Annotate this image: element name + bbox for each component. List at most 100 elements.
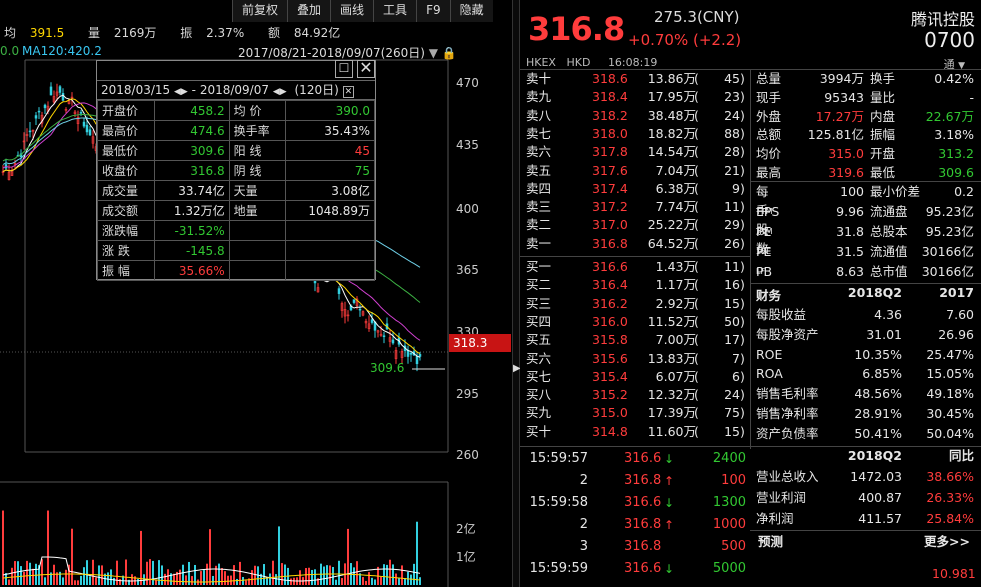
level-count: 26 <box>724 235 740 251</box>
collapse-arrow-icon[interactable]: ▶ <box>513 363 521 374</box>
range-dropdown-icon[interactable]: ▼ <box>428 46 438 60</box>
finance-value-b: 7.60 <box>946 307 974 322</box>
popup-date-row: 2018/03/15 ◀▶ - 2018/09/07 ◀▶ (120日) ✕ <box>97 80 375 100</box>
divider <box>750 181 981 182</box>
vol-label: 量 <box>88 26 101 40</box>
volume-bar <box>47 510 49 585</box>
finance-row: ROE 10.35% 25.47% <box>756 345 978 365</box>
bid-row[interactable]: 买七 315.4 6.07万(6) <box>526 368 746 386</box>
popup-value: 316.8 <box>153 160 230 181</box>
level-label: 卖二 <box>526 217 552 233</box>
ask-row[interactable]: 卖八 318.2 38.48万(24) <box>526 107 746 125</box>
volume-bar <box>116 560 118 585</box>
toolbar-f9-button[interactable]: F9 <box>416 0 450 22</box>
volume-bar <box>32 568 34 585</box>
toolbar-overlay-button[interactable]: 叠加 <box>287 0 331 22</box>
level-count: 9 <box>732 180 740 196</box>
popup-days-close-icon[interactable]: ✕ <box>342 86 355 98</box>
ask-row[interactable]: 卖五 317.6 7.04万(21) <box>526 162 746 180</box>
toolbar-fuquan-button[interactable]: 前复权 <box>232 0 288 22</box>
ask-row[interactable]: 卖四 317.4 6.38万(9) <box>526 180 746 198</box>
bid-row[interactable]: 买五 315.8 7.00万(17) <box>526 331 746 349</box>
bid-row[interactable]: 买六 315.6 13.83万(7) <box>526 350 746 368</box>
popup-label <box>228 220 287 241</box>
amp-value: 2.37% <box>206 26 245 40</box>
toolbar-hide-button[interactable]: 隐藏 <box>449 0 493 22</box>
popup-row: 振 幅 35.66% <box>97 260 375 281</box>
bid-row[interactable]: 买一 316.6 1.43万(11) <box>526 258 746 276</box>
volume-bar <box>260 573 262 585</box>
connect-dropdown-icon[interactable]: ▼ <box>958 61 965 71</box>
stat-suffix: LF <box>756 267 766 276</box>
volume-bar <box>113 577 115 585</box>
volume-bar <box>170 573 172 585</box>
level-count: 21 <box>724 162 740 178</box>
y-axis-label: 365 <box>456 263 479 277</box>
paren-close: ) <box>740 332 745 348</box>
volume-bar <box>233 565 235 585</box>
ask-row[interactable]: 卖二 317.0 25.22万(29) <box>526 216 746 234</box>
volume-bar <box>41 559 43 585</box>
stat-value: 95343 <box>824 89 864 105</box>
candle-body <box>55 91 59 96</box>
volume-bar <box>245 580 247 585</box>
toolbar-draw-button[interactable]: 画线 <box>330 0 374 22</box>
y-axis-label: 260 <box>456 448 479 462</box>
ask-row[interactable]: 卖六 317.8 14.54万(28) <box>526 143 746 161</box>
more-link[interactable]: 更多>> <box>924 534 970 549</box>
level-volume: 25.22万 <box>647 217 696 233</box>
panel-divider[interactable]: ▶ <box>512 0 521 587</box>
volume-bar <box>257 566 259 585</box>
candle-body <box>400 351 404 358</box>
candle-body <box>343 309 347 317</box>
level-price: 317.2 <box>592 199 628 215</box>
bid-row[interactable]: 买三 316.2 2.92万(15) <box>526 295 746 313</box>
ask-row[interactable]: 卖七 318.0 18.82万(88) <box>526 125 746 143</box>
popup-close-icon[interactable]: ✕ <box>357 60 375 78</box>
level-count: 45 <box>724 71 740 86</box>
bid-row[interactable]: 买四 316.0 11.52万(50) <box>526 313 746 331</box>
lock-icon[interactable]: 🔒 <box>441 46 457 60</box>
level-count: 88 <box>724 125 740 141</box>
volume-bar <box>191 576 193 585</box>
stat-value: 100 <box>840 184 864 199</box>
bid-row[interactable]: 买八 315.2 12.32万(24) <box>526 386 746 404</box>
stock-name: 腾讯控股 <box>910 10 975 29</box>
volume-bar <box>281 563 283 585</box>
paren-open: ( <box>694 332 699 348</box>
bid-row[interactable]: 买十 314.8 11.60万(15) <box>526 423 746 441</box>
volume-bar <box>11 567 13 585</box>
volume-bar <box>227 575 229 585</box>
volume-bar <box>14 561 16 585</box>
y-axis-label: 435 <box>456 138 479 152</box>
profit-label: 营业总收入 <box>756 469 819 484</box>
ask-row[interactable]: 卖九 318.4 17.95万(23) <box>526 88 746 106</box>
date-from-stepper-icon[interactable]: ◀▶ <box>174 87 188 97</box>
volume-bar <box>335 579 337 585</box>
toolbar-tools-button[interactable]: 工具 <box>373 0 417 22</box>
bid-row[interactable]: 买九 315.0 17.39万(75) <box>526 404 746 422</box>
price-change: +0.70% (+2.2) <box>628 31 742 49</box>
stat-row: 总量 3994万 换手 0.42% <box>756 69 978 89</box>
date-to-stepper-icon[interactable]: ◀▶ <box>272 87 287 97</box>
volume-bar <box>413 563 415 585</box>
level-count: 11 <box>724 199 740 215</box>
kline-chart-area[interactable]: 前复权 叠加 画线 工具 F9 隐藏 均 391.5 量 2169万 振 2.3… <box>0 0 512 587</box>
quote-panel: 316.8 275.3(CNY) +0.70% (+2.2) 腾讯控股 0700… <box>520 0 981 587</box>
stat-value: 9.96 <box>836 204 864 219</box>
popup-restore-icon[interactable]: ☐ <box>335 60 353 78</box>
volume-bar <box>182 564 184 585</box>
level-volume: 1.17万 <box>655 277 696 293</box>
volume-bar <box>347 528 349 585</box>
ask-row[interactable]: 卖三 317.2 7.74万(11) <box>526 198 746 216</box>
bid-row[interactable]: 买二 316.4 1.17万(16) <box>526 276 746 294</box>
finance-value-b: 49.18% <box>926 386 974 402</box>
stat-label: PB LF <box>756 262 772 284</box>
candle-body <box>22 140 26 143</box>
volume-bar <box>275 574 277 585</box>
popup-label: 均 价 <box>228 100 287 121</box>
ask-row[interactable]: 卖十 318.6 13.86万(45) <box>526 70 746 88</box>
paren-close: ) <box>740 199 745 215</box>
ask-row[interactable]: 卖一 316.8 64.52万(26) <box>526 235 746 253</box>
stat-value: 309.6 <box>938 165 974 180</box>
